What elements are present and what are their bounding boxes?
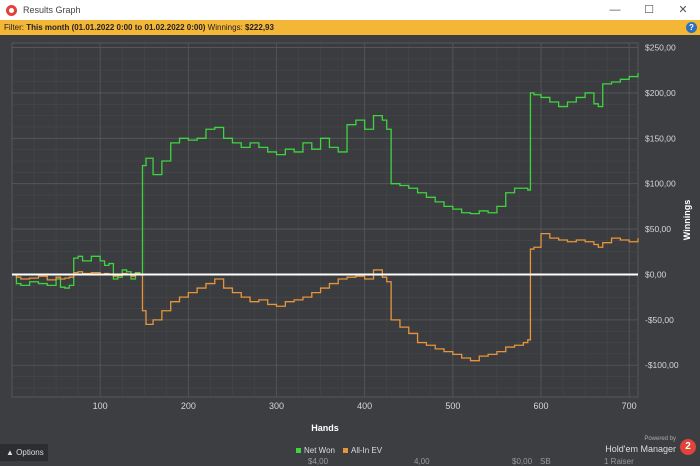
brand-name: Hold'em Manager [605,444,676,454]
options-label: Options [16,448,44,457]
y-tick-label: $250,00 [645,43,676,53]
y-tick-label: -$50,00 [645,315,674,325]
cut-cell: $4,00 [308,457,329,466]
cut-cell: 1 Raiser [604,457,634,466]
legend-item-net-won: Net Won [296,446,335,455]
x-tick-label: 500 [445,401,460,411]
close-button[interactable]: ✕ [678,4,688,16]
y-tick-label: $0,00 [645,269,667,279]
window-title: Results Graph [23,5,81,15]
legend-swatch-net-won [296,448,301,453]
options-arrow-icon: ▲ [6,448,14,457]
y-tick-label: $150,00 [645,133,676,143]
y-tick-label: $50,00 [645,224,671,234]
y-tick-label: $200,00 [645,88,676,98]
x-axis-title: Hands [311,423,339,433]
maximize-button[interactable]: ☐ [644,4,654,16]
cut-cell: $0,00 [512,457,533,466]
bottom-bar: ▲ Options Net Won All-In EV Powered by H… [0,436,700,463]
options-button[interactable]: ▲ Options [0,444,48,461]
title-bar: Results Graph — ☐ ✕ [0,0,700,20]
y-tick-label: $100,00 [645,179,676,189]
window-controls: — ☐ ✕ [598,0,700,20]
filter-bar[interactable]: Filter: This month (01.01.2022 0:00 to 0… [0,20,700,35]
x-tick-label: 200 [181,401,196,411]
x-tick-label: 600 [533,401,548,411]
legend-label-net-won: Net Won [304,446,335,455]
x-tick-label: 400 [357,401,372,411]
filter-value: This month (01.01.2022 0:00 to 01.02.202… [26,23,206,32]
partial-table-row: $4,00 4,00 $0,00 SB 1 Raiser [0,455,700,466]
legend-label-all-in-ev: All-In EV [350,446,383,455]
help-icon[interactable]: ? [686,22,697,33]
legend-item-all-in-ev: All-In EV [342,446,383,455]
winnings-value: $222,93 [245,23,274,32]
series-line-net-won [12,72,639,289]
y-axis-title: Winnings [682,200,692,240]
powered-by-text: Powered by [644,436,676,442]
winnings-label: Winnings: [207,23,243,32]
legend-swatch-all-in-ev [342,448,348,453]
cut-cell: SB [540,457,551,466]
chart-svg: 100 200 300 400 500 600 700 $250,00 $200,00 $150,… [11,42,692,433]
app-logo-icon [6,4,17,16]
minimize-button[interactable]: — [609,4,621,16]
x-tick-label: 700 [622,401,637,411]
y-tick-label: -$100,00 [645,360,679,370]
chart-legend: Net Won All-In EV [296,446,382,455]
plot-area [11,42,639,398]
brand-logo-icon: 2 [680,439,696,455]
x-tick-label: 100 [93,401,108,411]
cut-cell: 4,00 [414,457,430,466]
filter-label: Filter: [4,23,24,32]
results-chart: 100 200 300 400 500 600 700 $250,00 $200,00 $150,… [0,35,700,443]
x-tick-label: 300 [269,401,284,411]
